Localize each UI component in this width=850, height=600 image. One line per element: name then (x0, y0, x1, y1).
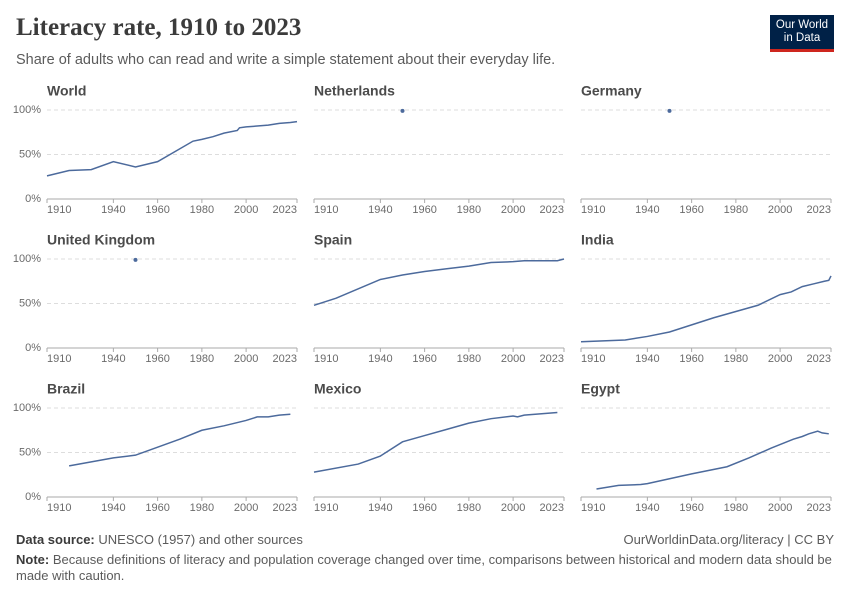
y-tick-label: 50% (19, 297, 41, 309)
x-tick-label: 2000 (501, 353, 525, 365)
note: Note: Because definitions of literacy an… (16, 552, 834, 584)
line (313, 411, 558, 473)
x-tick-label: 2023 (273, 204, 297, 216)
x-tick-label: 1960 (679, 353, 703, 365)
logo-line: Our World (775, 19, 829, 31)
x-tick-label: 1940 (101, 204, 125, 216)
point (133, 257, 138, 262)
y-tick-label: 0% (25, 491, 41, 503)
title: Literacy rate, 1910 to 2023 (16, 14, 302, 41)
x-tick-label: 1980 (457, 204, 481, 216)
chart-grid: World 0% 50% 100% 1910 1940 1960 1980 2000 2023 Ne… (13, 83, 832, 514)
y-tick-label: 0% (25, 342, 41, 354)
x-tick-label: 2023 (540, 204, 564, 216)
x-tick-label: 1940 (635, 204, 659, 216)
x-tick-label: 1960 (412, 502, 436, 514)
x-tick-label: 1940 (368, 353, 392, 365)
x-tick-label: 2000 (234, 353, 258, 365)
x-tick-label: 1960 (679, 502, 703, 514)
line (46, 120, 298, 177)
x-tick-label: 1940 (368, 502, 392, 514)
x-tick-label: 2023 (807, 204, 831, 216)
x-tick-label: 1940 (101, 353, 125, 365)
x-tick-label: 2000 (501, 502, 525, 514)
point (667, 108, 672, 113)
x-tick-label: 1910 (47, 502, 71, 514)
panel-title: Brazil (47, 381, 85, 397)
x-tick-label: 1910 (314, 353, 338, 365)
y-tick-label: 50% (19, 148, 41, 160)
x-tick-label: 1980 (724, 353, 748, 365)
source-label: Data source: (16, 532, 95, 547)
panel-title: United Kingdom (47, 232, 155, 248)
point (400, 108, 405, 113)
y-tick-label: 0% (25, 193, 41, 205)
x-tick-label: 1960 (412, 204, 436, 216)
x-tick-label: 1980 (724, 204, 748, 216)
x-tick-label: 1910 (581, 204, 605, 216)
y-tick-label: 100% (13, 104, 41, 116)
note-text: Because definitions of literacy and popu… (16, 552, 832, 583)
source-text: UNESCO (1957) and other sources (98, 532, 303, 547)
x-tick-label: 1940 (635, 502, 659, 514)
x-tick-label: 1940 (101, 502, 125, 514)
x-tick-label: 1980 (457, 353, 481, 365)
subtitle: Share of adults who can read and write a… (16, 52, 556, 68)
x-tick-label: 1960 (412, 353, 436, 365)
x-tick-label: 2000 (234, 502, 258, 514)
x-tick-label: 2000 (768, 502, 792, 514)
y-tick-label: 50% (19, 446, 41, 458)
x-tick-label: 1980 (724, 502, 748, 514)
x-tick-label: 2023 (273, 353, 297, 365)
panel-title: Spain (314, 232, 352, 248)
x-tick-label: 1960 (679, 204, 703, 216)
logo-line: in Data (783, 32, 821, 44)
source-row: Data source: UNESCO (1957) and other sou… (16, 532, 834, 548)
x-tick-label: 2023 (540, 353, 564, 365)
panel-title: World (47, 83, 86, 99)
panel-title: India (581, 232, 614, 248)
x-tick-label: 2023 (540, 502, 564, 514)
footer: Data source: UNESCO (1957) and other sou… (16, 532, 834, 584)
x-tick-label: 2000 (501, 204, 525, 216)
x-tick-label: 1910 (47, 204, 71, 216)
x-tick-label: 1910 (581, 502, 605, 514)
x-tick-label: 1980 (190, 502, 214, 514)
logo[interactable]: Our World in Data (770, 15, 834, 52)
x-tick-label: 1960 (145, 204, 169, 216)
panel-title: Germany (581, 83, 642, 99)
x-tick-label: 1980 (457, 502, 481, 514)
line (68, 413, 291, 467)
x-tick-label: 1940 (635, 353, 659, 365)
line (596, 430, 829, 490)
license[interactable]: OurWorldinData.org/literacy | CC BY (623, 532, 834, 547)
panel-title: Egypt (581, 381, 620, 397)
y-tick-label: 100% (13, 402, 41, 414)
x-tick-label: 1960 (145, 502, 169, 514)
line (580, 275, 832, 343)
x-tick-label: 1910 (314, 502, 338, 514)
x-tick-label: 2000 (234, 204, 258, 216)
line (313, 258, 565, 306)
x-tick-label: 2023 (807, 502, 831, 514)
x-tick-label: 2023 (807, 353, 831, 365)
x-tick-label: 1940 (368, 204, 392, 216)
x-tick-label: 1980 (190, 204, 214, 216)
source: Data source: UNESCO (1957) and other sou… (16, 532, 303, 548)
x-tick-label: 1980 (190, 353, 214, 365)
x-tick-label: 1960 (145, 353, 169, 365)
panel-title: Netherlands (314, 83, 395, 99)
note-label: Note: (16, 552, 50, 567)
x-tick-label: 1910 (581, 353, 605, 365)
x-tick-label: 1910 (314, 204, 338, 216)
x-tick-label: 2000 (768, 353, 792, 365)
x-tick-label: 2023 (273, 502, 297, 514)
panel-title: Mexico (314, 381, 361, 397)
x-tick-label: 2000 (768, 204, 792, 216)
y-tick-label: 100% (13, 253, 41, 265)
x-tick-label: 1910 (47, 353, 71, 365)
